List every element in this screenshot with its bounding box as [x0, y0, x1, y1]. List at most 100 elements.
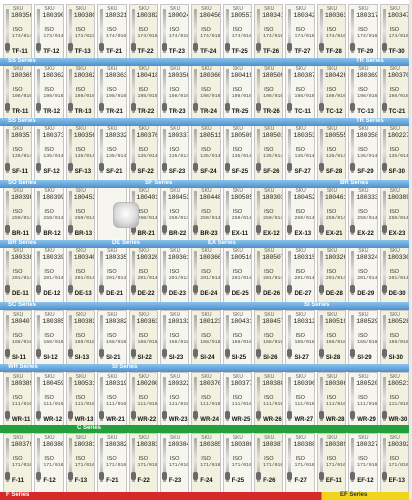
product-card[interactable]: SKU 180418 ISO 198/016 TR-22: [128, 64, 158, 124]
product-card[interactable]: SKU 180382 ISO 168/018 SI-21: [97, 310, 127, 370]
product-card[interactable]: SKU 180510 ISO 201/014 DE-25: [222, 246, 253, 306]
product-card[interactable]: SKU 180461 ISO 250/014 EX-21: [316, 186, 347, 246]
product-card[interactable]: SKU 180377 ISO 111/016 WR-25: [222, 372, 253, 432]
product-card[interactable]: SKU 180338 ISO 201/014 DE-11: [3, 246, 33, 306]
product-card[interactable]: SKU 180369 ISO 198/016 TC-13: [348, 64, 378, 124]
product-card[interactable]: SKU 180555 ISO 135/014 SF-28: [316, 124, 347, 184]
product-card[interactable]: SKU 180360 ISO 198/016 TR-24: [191, 64, 221, 124]
product-card[interactable]: SKU 180453 ISO 250/014 BR-22: [159, 186, 190, 246]
product-card[interactable]: SKU 180448 ISO 250/014 BR-23: [191, 186, 221, 246]
product-card[interactable]: SKU 180362 ISO 198/016 TR-13: [65, 64, 96, 124]
product-card[interactable]: SKU 180303 ISO 250/014 EX-12: [254, 186, 284, 246]
product-card[interactable]: SKU 180365 ISO 198/016 TR-11: [3, 64, 33, 124]
product-card[interactable]: SKU 180312 ISO 168/018 SI-27: [285, 310, 315, 370]
product-card[interactable]: SKU 180326 ISO 201/014 DE-22: [128, 246, 158, 306]
product-card[interactable]: SKU 180335 ISO 201/014 DE-21: [97, 246, 127, 306]
product-card[interactable]: SKU 180511 ISO 135/014 SF-24: [191, 124, 221, 184]
product-card[interactable]: SKU 180389 ISO 250/014 EX-23: [379, 186, 409, 246]
product-card[interactable]: SKU 180385 ISO 168/018 SI-12: [34, 310, 64, 370]
product-card[interactable]: SKU 180361 ISO 201/014 DE-23: [159, 246, 190, 306]
product-card[interactable]: SKU 180370 ISO 198/016 TC-21: [379, 64, 409, 124]
product-card[interactable]: SKU 180399 ISO 250/014 BR-12: [34, 186, 64, 246]
product-card[interactable]: SKU 180505 ISO 250/014 EX-11: [222, 186, 253, 246]
product-card[interactable]: SKU 180353 ISO 135/014 SF-27: [285, 124, 315, 184]
product-card[interactable]: SKU 180390 ISO 173/014 TF-12: [34, 4, 64, 64]
product-card[interactable]: SKU 180388 ISO 111/016 WR-26: [254, 372, 284, 432]
product-card[interactable]: SKU 180227 ISO 135/014 SF-30: [379, 124, 409, 184]
product-card[interactable]: SKU 180385 ISO 171/016 F-24: [191, 433, 221, 493]
product-card[interactable]: SKU 180529 ISO 168/018 SI-29: [348, 310, 378, 370]
product-card[interactable]: SKU 180456 ISO 174/016 TF-24: [191, 4, 221, 64]
product-card[interactable]: SKU 180319 ISO 111/016 WR-21: [97, 372, 127, 432]
product-card[interactable]: SKU 180398 ISO 250/014 BR-11: [3, 186, 33, 246]
product-card[interactable]: SKU 180321 ISO 174/016 TF-21: [97, 4, 127, 64]
product-card[interactable]: SKU 180333 ISO 250/014 EX-22: [348, 186, 378, 246]
product-card[interactable]: SKU 180200 ISO 111/016 WR-22: [128, 372, 158, 432]
product-card[interactable]: SKU 180459 ISO 111/016 WR-12: [34, 372, 64, 432]
product-card[interactable]: SKU 180357 ISO 135/014 SF-11: [3, 124, 33, 184]
product-card[interactable]: SKU 180383 ISO 171/016 F-22: [128, 433, 158, 493]
product-card[interactable]: SKU 180332 ISO 135/014 SF-21: [97, 124, 127, 184]
product-card[interactable]: SKU 180376 ISO 135/014 SF-22: [128, 124, 158, 184]
product-card[interactable]: SKU 180452 ISO 250/014 EX-13: [285, 186, 315, 246]
product-card[interactable]: SKU 180519 ISO 168/018 SI-28: [316, 310, 347, 370]
product-card[interactable]: SKU 180392 ISO 171/016 EF-13: [379, 433, 409, 493]
product-card[interactable]: SKU 180356 ISO 135/014 SF-13: [65, 124, 96, 184]
product-card[interactable]: SKU 180387 ISO 198/016 TC-11: [285, 64, 315, 124]
product-card[interactable]: SKU 180389 ISO 111/016 WR-11: [3, 372, 33, 432]
product-card[interactable]: SKU 180528 ISO 168/018 SI-30: [379, 310, 409, 370]
product-card[interactable]: SKU 180339 ISO 201/014 DE-12: [34, 246, 64, 306]
product-card[interactable]: SKU 180453 ISO 250/014 BR-13: [65, 186, 96, 246]
product-card[interactable]: SKU 180376 ISO 111/016 WR-24: [191, 372, 221, 432]
product-card[interactable]: SKU 180317 ISO 174/016 TF-29: [348, 4, 378, 64]
product-card[interactable]: SKU 180396 ISO 111/016 WR-27: [285, 372, 315, 432]
product-card[interactable]: SKU 180407 ISO 168/018 SI-11: [3, 310, 33, 370]
product-card[interactable]: SKU 180531 ISO 111/016 WR-13: [65, 372, 96, 432]
product-card[interactable]: SKU 180428 ISO 198/016 TC-12: [316, 64, 347, 124]
product-card[interactable]: SKU 180358 ISO 135/014 SF-29: [348, 124, 378, 184]
product-card[interactable]: SKU 180356 ISO 198/016 TR-23: [159, 64, 190, 124]
product-card[interactable]: SKU 180322 ISO 111/016 WR-23: [159, 372, 190, 432]
product-card[interactable]: SKU 180341 ISO 174/016 TF-26: [254, 4, 284, 64]
product-card[interactable]: SKU 180509 ISO 198/016 TR-26: [254, 64, 284, 124]
product-card[interactable]: SKU 180326 ISO 201/014 DE-28: [316, 246, 347, 306]
product-card[interactable]: SKU 180340 ISO 201/014 DE-13: [65, 246, 96, 306]
product-card[interactable]: SKU 180382 ISO 171/016 F-21: [97, 433, 127, 493]
product-card[interactable]: SKU 180381 ISO 171/016 F-13: [65, 433, 96, 493]
product-card[interactable]: SKU 180133 ISO 168/018 SI-23: [159, 310, 190, 370]
product-card[interactable]: SKU 180383 ISO 168/018 SI-13: [65, 310, 96, 370]
product-card[interactable]: SKU 180306 ISO 111/016 WR-28: [316, 372, 347, 432]
product-card[interactable]: SKU 180380 ISO 171/016 F-12: [34, 433, 64, 493]
product-card[interactable]: SKU 180557 ISO 174/016 TF-25: [222, 4, 253, 64]
product-card[interactable]: SKU 180431 ISO 168/018 SI-25: [222, 310, 253, 370]
product-card[interactable]: SKU 180024 ISO 174/016 TF-23: [159, 4, 190, 64]
product-card[interactable]: SKU 180362 ISO 198/016 TR-12: [34, 64, 64, 124]
product-card[interactable]: SKU 180507 ISO 201/014 DE-26: [254, 246, 284, 306]
product-card[interactable]: SKU 180380 ISO 172/023 TF-13: [65, 4, 96, 64]
product-card[interactable]: SKU 180501 ISO 135/014 SF-26: [254, 124, 284, 184]
product-card[interactable]: SKU 180389 ISO 171/016 EF-11: [316, 433, 347, 493]
product-card[interactable]: SKU 180379 ISO 171/016 F-11: [3, 433, 33, 493]
product-card[interactable]: SKU 180315 ISO 201/014 DE-27: [285, 246, 315, 306]
product-card[interactable]: SKU 180373 ISO 135/014 SF-12: [34, 124, 64, 184]
product-card[interactable]: SKU 180347 ISO 174/016 TF-30: [379, 4, 409, 64]
product-card[interactable]: SKU 180386 ISO 171/016 F-25: [222, 433, 253, 493]
product-card[interactable]: SKU 180363 ISO 168/018 SI-22: [128, 310, 158, 370]
product-card[interactable]: SKU 180356 ISO 173/014 TF-11: [3, 4, 33, 64]
product-card[interactable]: SKU 180384 ISO 171/016 F-23: [159, 433, 190, 493]
product-card[interactable]: SKU 180123 ISO 168/018 SI-24: [191, 310, 221, 370]
product-card[interactable]: SKU 180509 ISO 135/014 SF-25: [222, 124, 253, 184]
product-card[interactable]: SKU 180366 ISO 201/014 DE-24: [191, 246, 221, 306]
product-card[interactable]: SKU 180387 ISO 171/016 F-26: [254, 433, 284, 493]
product-card[interactable]: SKU 180382 ISO 174/016 TF-22: [128, 4, 158, 64]
product-card[interactable]: SKU 180419 ISO 198/016 TR-25: [222, 64, 253, 124]
product-card[interactable]: SKU 180388 ISO 171/016 F-27: [285, 433, 315, 493]
product-card[interactable]: SKU 180363 ISO 174/016 TF-28: [316, 4, 347, 64]
product-card[interactable]: SKU 180521 ISO 111/016 WR-30: [379, 372, 409, 432]
product-card[interactable]: SKU 180342 ISO 174/016 TF-27: [285, 4, 315, 64]
product-card[interactable]: SKU 180363 ISO 198/016 TR-21: [97, 64, 127, 124]
product-card[interactable]: SKU 180330 ISO 201/014 DE-30: [379, 246, 409, 306]
product-card[interactable]: SKU 180324 ISO 201/014 DE-29: [348, 246, 378, 306]
product-card[interactable]: SKU 180520 ISO 111/016 WR-29: [348, 372, 378, 432]
product-card[interactable]: SKU 180327 ISO 171/016 EF-12: [348, 433, 378, 493]
